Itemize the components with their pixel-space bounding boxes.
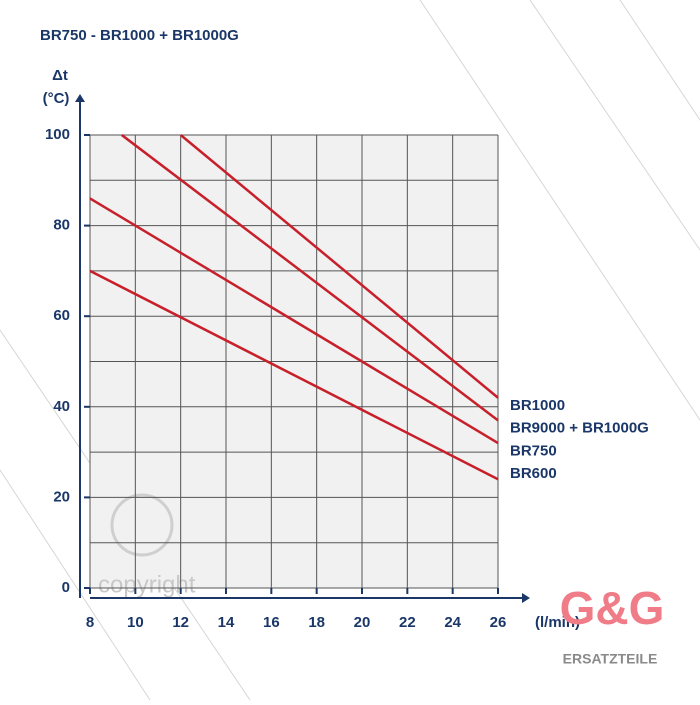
x-tick-label: 26 xyxy=(490,614,507,631)
data-line xyxy=(120,134,499,422)
data-line xyxy=(89,197,499,445)
y-tick-label: 20 xyxy=(53,488,70,505)
legend-label: BR9000 + BR1000G xyxy=(510,420,649,437)
logo: G&G xyxy=(560,582,665,634)
x-tick-label: 20 xyxy=(354,614,371,631)
legend-label: BR600 xyxy=(510,465,557,482)
data-line xyxy=(89,269,499,481)
y-tick-label: 80 xyxy=(53,217,70,234)
data-line xyxy=(179,134,499,399)
x-tick-label: 8 xyxy=(86,614,94,631)
y-tick-label: 40 xyxy=(53,398,70,415)
watermark-symbol xyxy=(110,493,174,557)
y-axis-unit: (°C) xyxy=(43,90,70,107)
x-tick-label: 18 xyxy=(308,614,325,631)
x-tick-label: 22 xyxy=(399,614,416,631)
chart-title: BR750 - BR1000 + BR1000G xyxy=(40,27,239,44)
y-tick-label: 60 xyxy=(53,307,70,324)
y-axis-label: Δt xyxy=(52,67,68,84)
x-axis-label: (l/min) xyxy=(535,614,580,631)
y-axis-arrow xyxy=(75,94,85,102)
y-tick-label: 0 xyxy=(62,579,70,596)
x-tick-label: 10 xyxy=(127,614,144,631)
logo-caption: ERSATZTEILE xyxy=(563,651,658,667)
x-tick-label: 16 xyxy=(263,614,280,631)
x-tick-label: 24 xyxy=(444,614,461,631)
legend-label: BR750 xyxy=(510,442,557,459)
x-axis-arrow xyxy=(522,593,530,603)
x-tick-label: 14 xyxy=(218,614,235,631)
watermark: copyright xyxy=(98,571,196,598)
legend-label: BR1000 xyxy=(510,397,565,414)
x-tick-label: 12 xyxy=(172,614,189,631)
y-tick-label: 100 xyxy=(45,126,70,143)
